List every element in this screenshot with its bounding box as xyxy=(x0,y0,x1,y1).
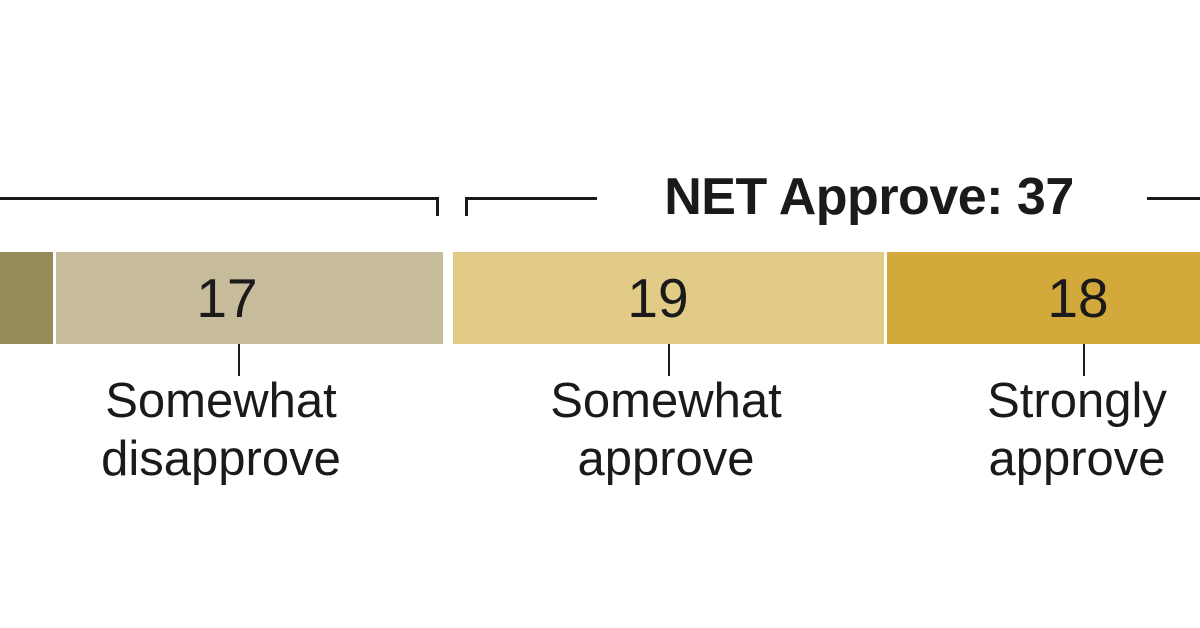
bar-segment-somewhat-approve xyxy=(453,252,884,344)
net-approve-bracket-line-right xyxy=(1147,197,1200,200)
value-somewhat-disapprove: 17 xyxy=(196,266,258,329)
value-strongly-approve: 18 xyxy=(1047,266,1109,329)
callout-line-somewhat-approve xyxy=(668,344,670,376)
bar-segment-strongly-approve xyxy=(887,252,1200,344)
net-approve-label: NET Approve: 37 xyxy=(664,168,1074,226)
label-strongly-approve: Strongly approve xyxy=(987,374,1167,486)
bar-segment-somewhat-disapprove xyxy=(56,252,443,344)
net-disapprove-bracket-line xyxy=(0,197,439,200)
callout-line-somewhat-disapprove xyxy=(238,344,240,376)
value-somewhat-approve: 19 xyxy=(627,266,689,329)
net-approve-bracket-tick xyxy=(465,197,468,216)
label-somewhat-approve: Somewhat approve xyxy=(550,374,782,486)
net-disapprove-bracket-tick xyxy=(436,197,439,216)
label-somewhat-disapprove: Somewhat disapprove xyxy=(101,374,341,486)
net-approve-bracket-line-left xyxy=(465,197,597,200)
callout-line-strongly-approve xyxy=(1083,344,1085,376)
bar-segment-partial-left xyxy=(0,252,53,344)
